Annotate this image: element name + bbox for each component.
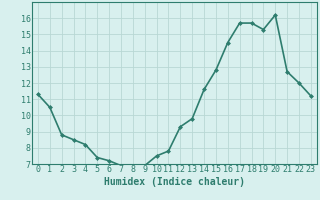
X-axis label: Humidex (Indice chaleur): Humidex (Indice chaleur) [104, 177, 245, 187]
